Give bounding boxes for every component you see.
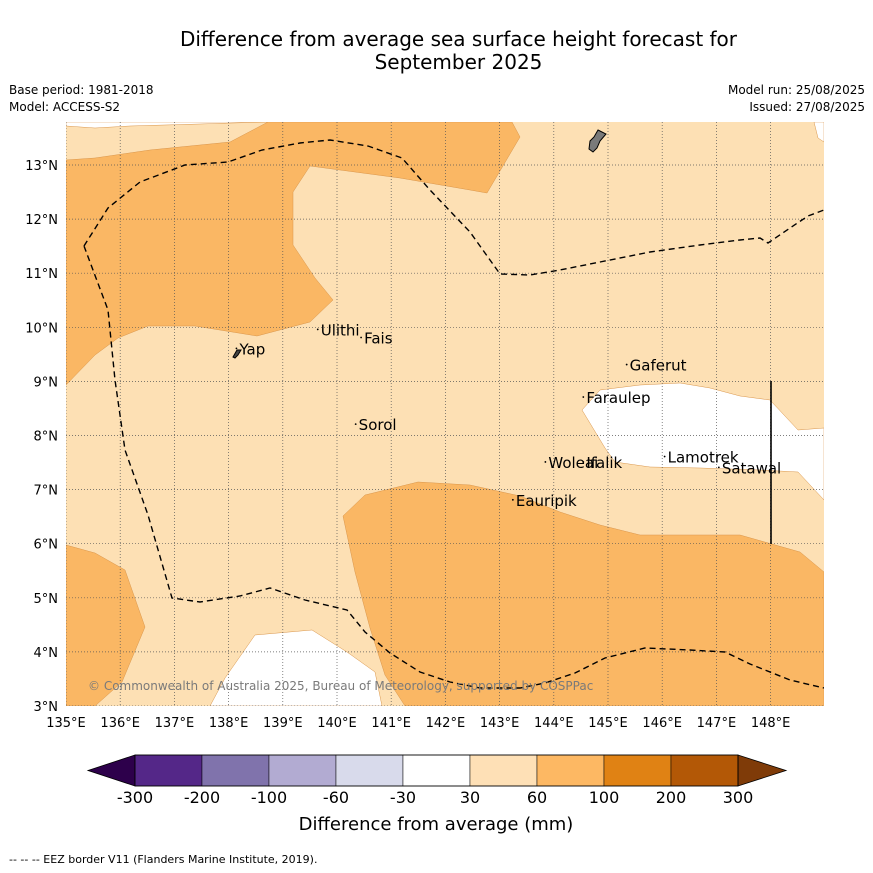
y-axis-ticks: 3°N 4°N 5°N 6°N 7°N 8°N 9°N 10°N 11°N 12°N 13°N: [25, 159, 58, 715]
yap-land-icon: [232, 349, 242, 359]
colorbar-swatch: [335, 754, 404, 787]
band-neutral-east: [581, 382, 824, 501]
colorbar-tick-label: 60: [527, 788, 547, 807]
colorbar-tick-label: -200: [184, 788, 220, 807]
island-marker: [360, 336, 362, 339]
colorbar-swatch: [268, 754, 337, 787]
x-tick-label: 137°E: [155, 716, 195, 731]
eez-legend-note: -- -- -- EEZ border V11 (Flanders Marine…: [9, 853, 318, 866]
island-marker: [235, 347, 238, 350]
colorbar-outline: [134, 754, 739, 787]
island-marker: [663, 455, 666, 458]
place-label: Gaferut: [630, 357, 687, 375]
island-marker: [582, 396, 585, 398]
place-label: Sorol: [359, 416, 397, 434]
colorbar-swatch: [469, 754, 538, 787]
colorbar-tick-label: 30: [460, 788, 480, 807]
x-axis-ticks: 135°E 136°E 137°E 138°E 139°E 140°E 141°E 142°E…: [46, 716, 790, 731]
y-tick-label: 12°N: [25, 213, 58, 228]
colorbar: -300 -200 -100 -60 -30 30 60 100 200 300: [86, 754, 788, 807]
x-tick-label: 142°E: [426, 716, 466, 731]
x-tick-label: 140°E: [317, 716, 357, 731]
colorbar-swatch: [402, 754, 471, 787]
colorbar-tick-label: -30: [390, 788, 416, 807]
place-label: Lamotrek: [668, 449, 739, 467]
y-tick-label: 5°N: [34, 592, 59, 607]
x-tick-label: 145°E: [588, 716, 628, 731]
place-label: Yap: [238, 340, 265, 358]
x-tick-label: 143°E: [480, 716, 520, 731]
meta-right: Model run: 25/08/2025 Issued: 27/08/2025: [728, 82, 865, 116]
y-tick-label: 10°N: [25, 321, 58, 336]
x-tick-label: 144°E: [534, 716, 574, 731]
place-label: Ulithi: [321, 321, 360, 339]
place-label: Faraulep: [586, 389, 650, 407]
colorbar-tick-label: -100: [251, 788, 287, 807]
meta-left: Base period: 1981-2018 Model: ACCESS-S2: [9, 82, 154, 116]
copyright-text: © Commonwealth of Australia 2025, Bureau…: [88, 679, 593, 693]
y-tick-label: 4°N: [34, 646, 59, 661]
colorbar-tick-label: -300: [117, 788, 153, 807]
x-tick-label: 136°E: [100, 716, 140, 731]
y-tick-label: 3°N: [34, 700, 59, 715]
island-marker: [511, 498, 514, 501]
model-name: Model: ACCESS-S2: [9, 100, 121, 114]
y-tick-label: 9°N: [34, 375, 59, 390]
island-marker: [625, 363, 628, 366]
x-tick-label: 135°E: [46, 716, 86, 731]
map-title-line-1: Difference from average sea surface heig…: [179, 27, 738, 51]
y-tick-label: 13°N: [25, 159, 58, 174]
place-label: Fais: [364, 330, 393, 348]
island-marker: [717, 466, 720, 469]
place-label: Satawal: [722, 459, 781, 477]
map-plot-area: [66, 122, 824, 706]
band-neutral-top-left: [66, 122, 268, 129]
island-marker: [544, 461, 547, 463]
band-60-100-northwest: [66, 122, 521, 386]
y-tick-label: 6°N: [34, 538, 59, 553]
gridlines: [66, 122, 824, 706]
place-label: Eauripik: [516, 492, 577, 510]
colorbar-swatch: [134, 754, 203, 787]
band-neutral-top-right: [813, 122, 824, 143]
x-tick-label: 138°E: [209, 716, 249, 731]
y-tick-label: 11°N: [25, 267, 58, 282]
x-tick-label: 139°E: [263, 716, 303, 731]
colorbar-tick-label: 200: [656, 788, 687, 807]
model-run: Model run: 25/08/2025: [727, 83, 865, 97]
colorbar-swatch: [603, 754, 672, 787]
x-tick-label: 147°E: [697, 716, 737, 731]
colorbar-swatch: [536, 754, 605, 787]
x-tick-label: 141°E: [371, 716, 411, 731]
band-60-100-southwest: [66, 544, 146, 706]
colorbar-extend-low: [86, 754, 136, 787]
band-60-100-southeast: [342, 481, 824, 706]
place-label: Woleai: [548, 454, 598, 472]
map-title: Difference from average sea surface heig…: [0, 28, 873, 74]
map-title-line-2: September 2025: [374, 50, 543, 74]
colorbar-tick-label: -60: [323, 788, 349, 807]
place-label: Ifalik: [586, 454, 622, 472]
y-tick-label: 8°N: [34, 430, 59, 445]
colorbar-extend-high: [737, 754, 788, 787]
issued-date: Issued: 27/08/2025: [749, 100, 865, 114]
band-neutral-south: [209, 629, 383, 706]
x-tick-label: 146°E: [642, 716, 682, 731]
colorbar-swatch: [201, 754, 270, 787]
base-period: Base period: 1981-2018: [9, 83, 154, 97]
island-marker: [354, 423, 357, 425]
x-tick-label: 148°E: [751, 716, 791, 731]
guam-land-icon: [588, 129, 607, 153]
island-marker: [582, 461, 585, 463]
colorbar-title: Difference from average (mm): [299, 814, 574, 835]
colorbar-tick-label: 100: [589, 788, 620, 807]
island-marker: [316, 328, 319, 331]
colorbar-tick-label: 300: [723, 788, 754, 807]
colorbar-swatch: [670, 754, 739, 787]
eez-border-line: [83, 139, 824, 689]
y-tick-label: 7°N: [34, 484, 59, 499]
place-labels: Yap Ulithi Fais Sorol Gaferut Faraulep Lamotre…: [235, 321, 781, 510]
